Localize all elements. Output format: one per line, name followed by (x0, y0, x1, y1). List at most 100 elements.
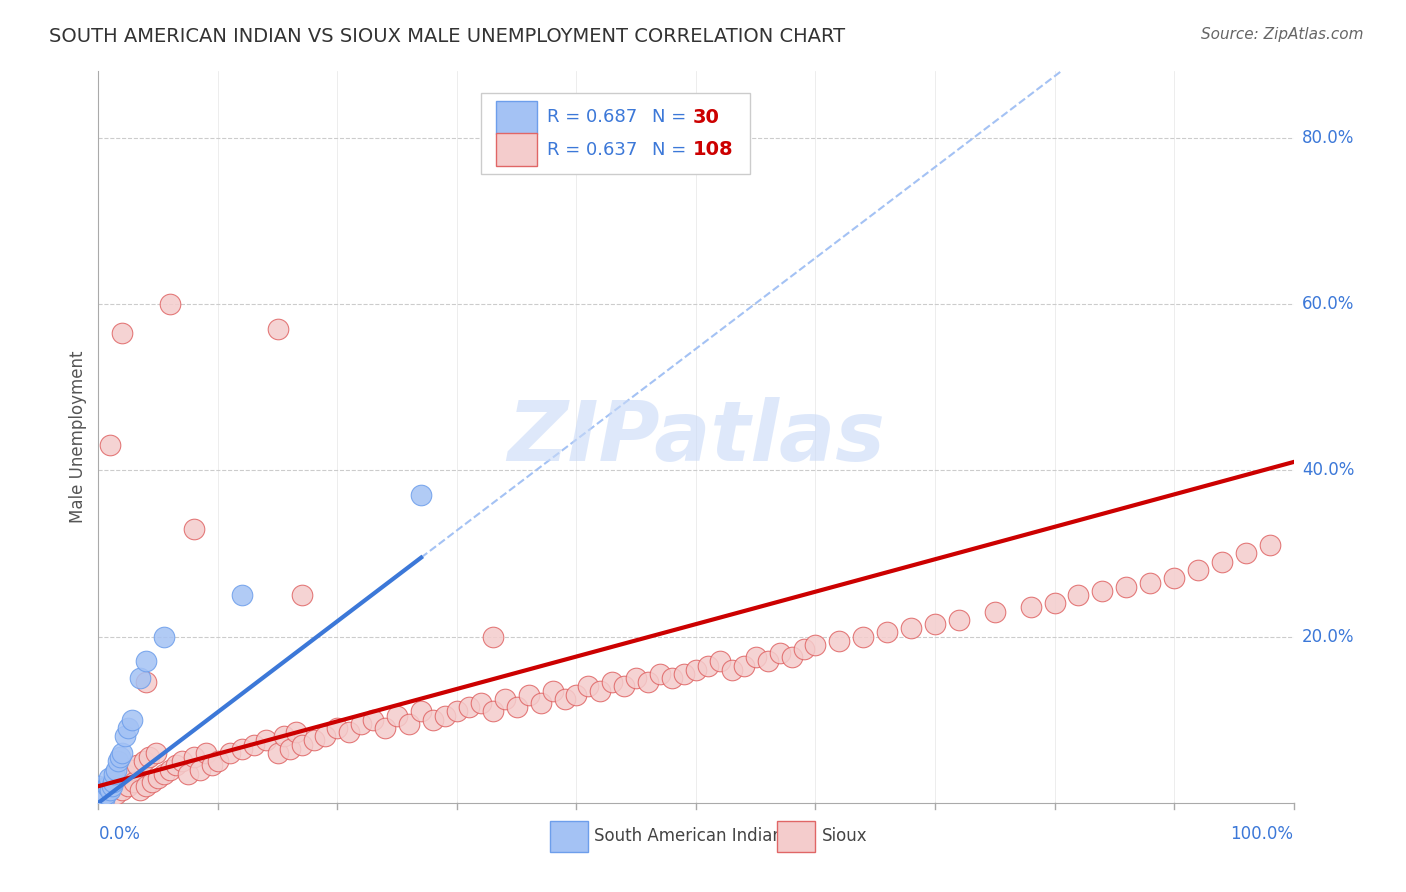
Point (411, 705, 433, 719)
Point (153, 630, 176, 644)
Point (121, 713, 143, 727)
Point (87, 788, 110, 802)
Point (637, 675, 659, 690)
Point (129, 783, 152, 797)
Point (291, 588, 314, 602)
Text: South American Indians: South American Indians (595, 828, 792, 846)
Point (780, 650, 803, 665)
Point (648, 667, 672, 681)
Point (93, 796, 115, 810)
Point (108, 750, 131, 764)
Point (125, 758, 148, 772)
Y-axis label: Male Unemployment: Male Unemployment (69, 351, 87, 524)
Text: R = 0.637: R = 0.637 (547, 141, 637, 159)
Point (350, 716, 373, 731)
Point (111, 326, 134, 341)
Text: 20.0%: 20.0% (1302, 628, 1354, 646)
Point (105, 763, 128, 777)
Point (97, 779, 120, 793)
Point (91, 788, 114, 802)
Point (135, 779, 157, 793)
Point (91, 788, 114, 802)
Point (517, 688, 540, 702)
Point (172, 754, 194, 768)
Point (207, 754, 229, 768)
Point (159, 297, 181, 311)
FancyBboxPatch shape (481, 94, 749, 174)
Point (1163, 571, 1185, 585)
Point (219, 746, 242, 760)
Text: R = 0.687: R = 0.687 (547, 109, 637, 127)
Point (745, 650, 768, 665)
Point (804, 638, 827, 652)
Point (101, 775, 124, 789)
Point (124, 775, 146, 789)
Point (793, 642, 815, 657)
Point (756, 655, 779, 669)
Point (183, 750, 205, 764)
Point (94, 788, 117, 802)
Point (87, 796, 110, 810)
Point (411, 488, 433, 502)
Point (98, 771, 121, 785)
Point (98, 438, 122, 452)
Point (188, 763, 211, 777)
Point (1139, 575, 1161, 590)
Point (254, 733, 277, 747)
Point (506, 700, 529, 714)
FancyBboxPatch shape (496, 101, 537, 135)
Text: 0.0%: 0.0% (98, 825, 141, 843)
Point (398, 716, 420, 731)
Point (87, 788, 110, 802)
Point (91, 788, 114, 802)
Point (602, 675, 624, 690)
Point (145, 746, 167, 760)
Point (385, 708, 409, 723)
Point (458, 700, 481, 714)
FancyBboxPatch shape (496, 133, 537, 167)
Point (284, 725, 307, 739)
Text: Sioux: Sioux (821, 828, 868, 846)
Point (141, 775, 163, 789)
Point (626, 671, 648, 685)
Point (709, 655, 731, 669)
Point (1211, 555, 1233, 569)
Point (924, 617, 946, 632)
Point (876, 625, 898, 640)
Point (177, 766, 200, 780)
Point (721, 663, 744, 677)
Point (541, 683, 564, 698)
Point (105, 788, 128, 802)
Point (87, 791, 110, 805)
Point (129, 671, 152, 685)
FancyBboxPatch shape (778, 822, 815, 852)
Point (565, 688, 588, 702)
Point (231, 741, 253, 756)
Point (114, 729, 136, 743)
Text: N =: N = (652, 141, 692, 159)
Point (201, 758, 224, 772)
Point (107, 754, 129, 768)
Point (243, 738, 266, 752)
Point (481, 630, 505, 644)
Point (1187, 563, 1209, 577)
Point (578, 680, 600, 694)
Point (103, 766, 125, 780)
Point (984, 605, 1007, 619)
Point (494, 692, 516, 706)
Point (446, 705, 468, 719)
Point (470, 696, 492, 710)
Point (267, 746, 290, 760)
Point (132, 754, 155, 768)
Point (434, 708, 457, 723)
Point (231, 588, 253, 602)
Point (121, 763, 143, 777)
Point (697, 658, 720, 673)
Point (108, 771, 131, 785)
Point (117, 779, 139, 793)
Point (97, 779, 120, 793)
Text: 60.0%: 60.0% (1302, 295, 1354, 313)
Point (673, 667, 696, 681)
Point (93, 783, 115, 797)
Point (828, 633, 851, 648)
